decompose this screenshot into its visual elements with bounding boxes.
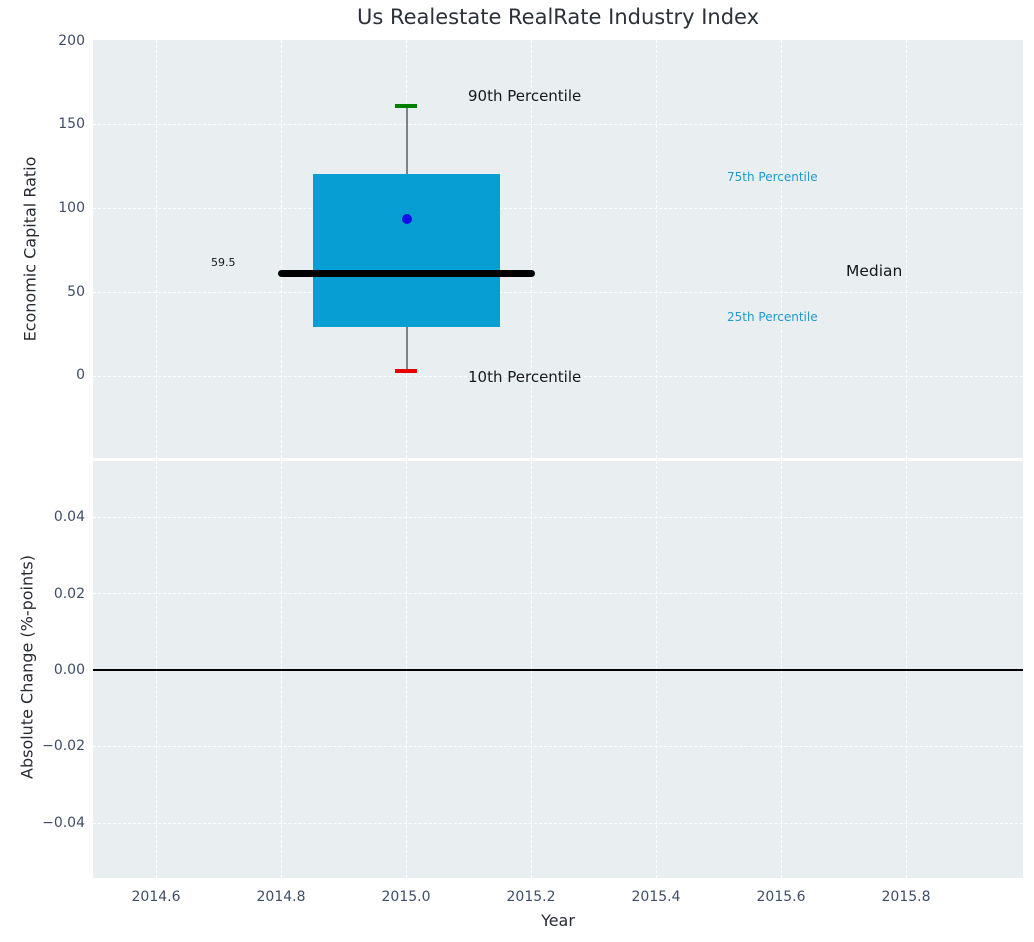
gridline (93, 376, 1023, 377)
annotation-75th-percentile: 75th Percentile (727, 170, 818, 184)
boxplot-median-line (278, 270, 535, 277)
gridline (93, 593, 1023, 594)
ytick-bottom: 0.00 (53, 662, 85, 678)
economic-capital-ratio-plot: 90th Percentile 10th Percentile 75th Per… (93, 40, 1023, 458)
annotation-25th-percentile: 25th Percentile (727, 310, 818, 324)
ytick-bottom: 0.04 (53, 509, 85, 525)
ytick-top: 150 (58, 116, 85, 132)
boxplot-cap-90th (395, 104, 417, 108)
xtick: 2014.8 (256, 889, 306, 905)
zero-baseline (93, 669, 1023, 671)
gridline (93, 124, 1023, 125)
ytick-top: 0 (76, 367, 85, 383)
xtick: 2014.6 (131, 889, 181, 905)
gridline (906, 40, 907, 458)
boxplot-cap-10th (395, 369, 417, 373)
ytick-bottom: −0.02 (42, 738, 85, 754)
xtick: 2015.0 (381, 889, 431, 905)
gridline (93, 517, 1023, 518)
annotation-90th-percentile: 90th Percentile (468, 87, 582, 105)
y-axis-label-top: Economic Capital Ratio (20, 156, 40, 342)
ytick-bottom: −0.04 (42, 815, 85, 831)
boxplot-iqr-box (313, 174, 500, 327)
ytick-top: 50 (67, 284, 85, 300)
absolute-change-plot (93, 461, 1023, 878)
gridline (656, 40, 657, 458)
y-axis-label-bottom: Absolute Change (%-points) (17, 555, 37, 779)
gridline (93, 208, 1023, 209)
gridline (281, 40, 282, 458)
gridline (781, 40, 782, 458)
xtick: 2015.2 (506, 889, 556, 905)
gridline (93, 746, 1023, 747)
xtick: 2015.8 (881, 889, 931, 905)
annotation-median: Median (846, 262, 903, 280)
gridline (531, 40, 532, 458)
xtick: 2015.4 (631, 889, 681, 905)
annotation-median-value: 59.5 (211, 256, 236, 269)
company-data-point (402, 214, 412, 224)
gridline (156, 40, 157, 458)
ytick-top: 100 (58, 200, 85, 216)
ytick-bottom: 0.02 (53, 586, 85, 602)
ytick-top: 200 (58, 33, 85, 49)
annotation-10th-percentile: 10th Percentile (468, 368, 582, 386)
gridline (93, 823, 1023, 824)
gridline (93, 292, 1023, 293)
chart-title: Us Realestate RealRate Industry Index (356, 5, 759, 29)
x-axis-label: Year (541, 911, 575, 930)
xtick: 2015.6 (756, 889, 806, 905)
